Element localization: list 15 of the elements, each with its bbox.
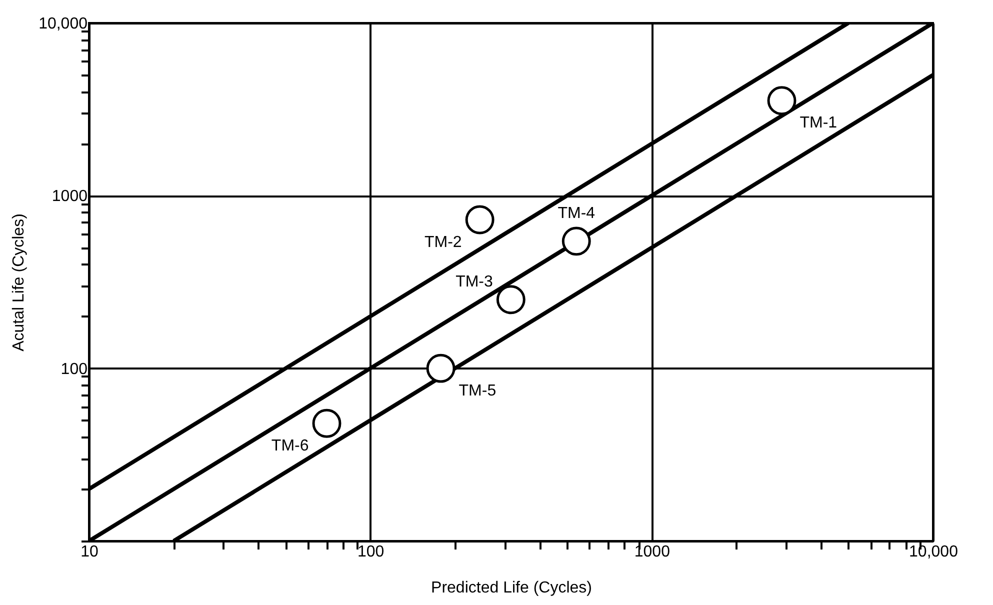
x-tick-label: 1000	[634, 544, 670, 560]
annotation: TM-1	[800, 114, 838, 132]
annotation: TM-6	[271, 437, 309, 454]
y-tick-label: 10,000	[38, 16, 88, 32]
annotation: TM-4	[558, 205, 596, 222]
x-tick-label: 10	[80, 544, 98, 560]
y-tick-label: 100	[60, 360, 88, 378]
annotation: TM-2	[424, 234, 462, 251]
x-axis-title: Predicted Life (Cycles)	[431, 580, 592, 596]
annotation: TM-5	[458, 382, 496, 400]
x-tick-label: 100	[357, 544, 384, 560]
annotation: TM-3	[456, 274, 494, 291]
y-tick-label: 1000	[52, 188, 88, 206]
y-axis-title: Acutal Life (Cycles)	[10, 214, 28, 352]
x-tick-label: 10,000	[909, 544, 958, 560]
